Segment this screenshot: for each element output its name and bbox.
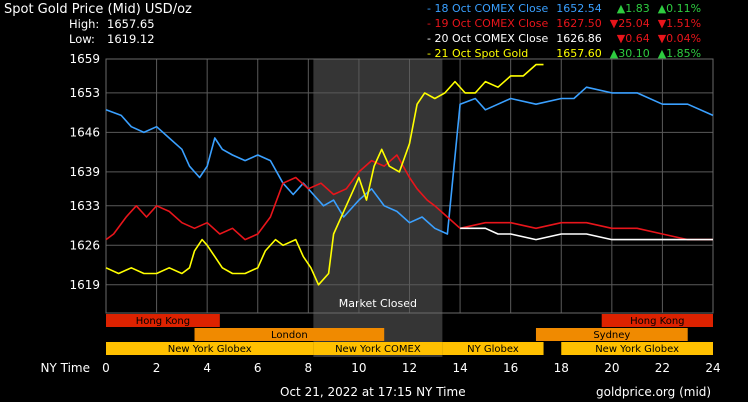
x-tick-label: 2 xyxy=(153,361,161,375)
x-axis-title: NY Time xyxy=(41,361,91,375)
legend-price: 1627.50 xyxy=(556,17,602,30)
x-tick-label: 4 xyxy=(203,361,211,375)
market-closed-shading xyxy=(313,59,443,357)
low-value: 1619.12 xyxy=(107,32,155,46)
x-tick-label: 6 xyxy=(254,361,262,375)
series-line xyxy=(105,63,544,286)
session-label: NY Globex xyxy=(467,344,519,355)
x-tick-label: 10 xyxy=(351,361,366,375)
session-label: New York Globex xyxy=(168,344,252,355)
session-label: Sydney xyxy=(593,330,630,341)
plot-border xyxy=(105,58,714,314)
legend-change: ▲1.83 xyxy=(616,2,650,15)
legend-series-name: - 20 Oct COMEX Close xyxy=(427,32,549,45)
x-tick-label: 8 xyxy=(305,361,313,375)
legend-series-name: - 21 Oct Spot Gold xyxy=(427,47,529,60)
session-label: New York COMEX xyxy=(335,344,421,355)
high-value: 1657.65 xyxy=(107,17,155,31)
series-line xyxy=(105,154,713,241)
x-tick-label: 12 xyxy=(402,361,417,375)
chart-title: Spot Gold Price (Mid) USD/oz xyxy=(4,2,192,17)
legend-row: - 21 Oct Spot Gold 1657.60 ▲30.10 ▲1.85% xyxy=(423,46,705,61)
legend-percent: ▲0.11% xyxy=(657,2,702,15)
x-tick-label: 22 xyxy=(655,361,670,375)
session-label: Hong Kong xyxy=(630,316,684,327)
x-tick-label: 20 xyxy=(604,361,619,375)
y-tick-label: 1633 xyxy=(69,199,100,213)
x-tick-label: 0 xyxy=(102,361,110,375)
legend-percent: ▼0.04% xyxy=(657,32,702,45)
legend-row: - 20 Oct COMEX Close 1626.86 ▼0.64 ▼0.04% xyxy=(423,31,705,46)
y-tick-label: 1653 xyxy=(69,86,100,100)
x-tick-label: 24 xyxy=(705,361,720,375)
footer-timestamp: Oct 21, 2022 at 17:15 NY Time xyxy=(280,385,466,399)
legend-percent: ▲1.85% xyxy=(657,47,702,60)
session-bar xyxy=(194,328,385,341)
high-label: High: xyxy=(69,17,100,31)
session-bar xyxy=(601,314,713,327)
session-label: Hong Kong xyxy=(136,316,190,327)
y-tick-label: 1639 xyxy=(69,165,100,179)
legend-change: ▼25.04 xyxy=(609,17,650,30)
y-tick-label: 1646 xyxy=(69,125,100,139)
series-line xyxy=(105,86,714,235)
y-tick-label: 1659 xyxy=(69,52,100,66)
y-tick-label: 1619 xyxy=(69,278,100,292)
y-tick-label: 1626 xyxy=(69,238,100,252)
x-tick-label: 18 xyxy=(554,361,569,375)
legend: - 18 Oct COMEX Close 1652.54 ▲1.83 ▲0.11% - … xyxy=(423,1,705,61)
session-label: New York Globex xyxy=(595,344,679,355)
session-bar xyxy=(313,342,443,355)
session-bar xyxy=(561,342,713,355)
session-bar xyxy=(106,314,220,327)
legend-row: - 19 Oct COMEX Close 1627.50 ▼25.04 ▼1.51% xyxy=(423,16,705,31)
legend-price: 1652.54 xyxy=(556,2,602,15)
footer-source: goldprice.org (mid) xyxy=(596,385,712,399)
legend-change: ▲30.10 xyxy=(609,47,650,60)
series-line xyxy=(460,227,713,241)
legend-row: - 18 Oct COMEX Close 1652.54 ▲1.83 ▲0.11% xyxy=(423,1,705,16)
legend-price: 1626.86 xyxy=(556,32,602,45)
legend-price: 1657.60 xyxy=(556,47,602,60)
session-label: London xyxy=(271,330,308,341)
legend-percent: ▼1.51% xyxy=(657,17,702,30)
x-tick-label: 14 xyxy=(452,361,467,375)
legend-change: ▼0.64 xyxy=(616,32,650,45)
low-label: Low: xyxy=(69,32,95,46)
legend-series-name: - 18 Oct COMEX Close xyxy=(427,2,549,15)
x-tick-label: 16 xyxy=(503,361,518,375)
market-closed-label: Market Closed xyxy=(339,297,417,310)
session-bar xyxy=(106,342,314,355)
session-bar xyxy=(442,342,544,355)
session-bar xyxy=(535,328,688,341)
legend-series-name: - 19 Oct COMEX Close xyxy=(427,17,549,30)
